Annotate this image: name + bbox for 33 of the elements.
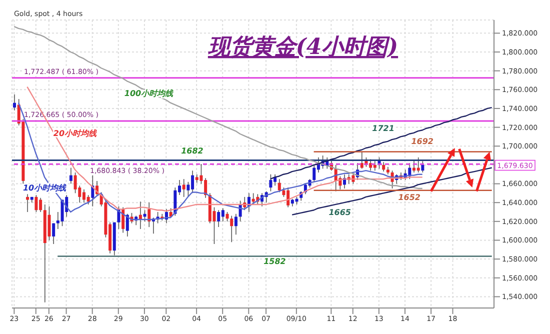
annotation: 100小时均线 xyxy=(124,89,174,98)
candlestick xyxy=(382,162,386,172)
candlestick xyxy=(373,160,376,171)
annotation: 1582 xyxy=(264,256,286,266)
candlestick xyxy=(182,178,186,198)
candlestick xyxy=(74,172,77,194)
candlestick xyxy=(312,164,316,182)
annotation: 20小时均线 xyxy=(53,128,98,138)
candlestick xyxy=(34,194,38,212)
candlestick xyxy=(269,174,272,192)
candlestick xyxy=(221,208,224,222)
candlestick xyxy=(217,210,220,228)
candlestick xyxy=(226,212,229,222)
candlestick xyxy=(48,206,51,241)
candlestick xyxy=(421,160,424,173)
annotation: 1652 xyxy=(398,192,421,202)
annotation: 1682 xyxy=(181,146,204,156)
line-series xyxy=(291,167,492,216)
candlestick xyxy=(52,222,56,244)
text: 现货黄金(4小时图) xyxy=(206,34,398,60)
annotation: 1692 xyxy=(411,137,434,146)
candlestick xyxy=(234,213,238,235)
candlestick xyxy=(26,194,30,212)
candlestick xyxy=(13,94,16,111)
candlestick xyxy=(122,206,125,234)
annotation: 1721 xyxy=(372,124,394,134)
candlestick xyxy=(230,215,234,243)
candlestick xyxy=(69,167,72,184)
annotation: 1665 xyxy=(328,208,352,217)
candlestick xyxy=(148,202,151,228)
candlestick xyxy=(360,151,364,170)
candlestick xyxy=(126,213,129,237)
candlestick xyxy=(278,178,281,193)
